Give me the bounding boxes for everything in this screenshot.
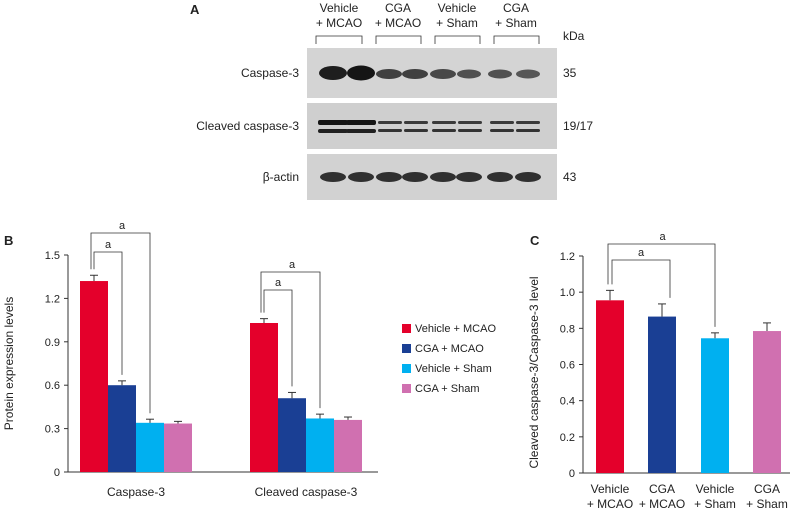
chart-c-bar	[596, 300, 624, 473]
kda-unit: kDa	[563, 29, 585, 43]
bracket-4	[493, 35, 540, 44]
chart-b-significance-label: a	[119, 220, 126, 232]
legend-label: Vehicle + Sham	[415, 363, 492, 375]
blot-group-3-line1: Vehicle	[438, 1, 477, 15]
chart-b-y-tick-label: 1.2	[45, 293, 60, 305]
chart-b-significance-label: a	[275, 277, 282, 289]
chart-b-bar	[250, 322, 278, 472]
legend-swatch	[402, 384, 411, 393]
chart-b-y-tick-label: 0	[54, 467, 60, 479]
chart-c-y-tick-label: 1.0	[560, 287, 575, 299]
chart-c-significance-bracket	[607, 243, 716, 327]
chart-b-y-tick-label: 1.5	[45, 250, 60, 262]
legend-label: CGA + MCAO	[415, 343, 484, 355]
chart-c-x-tick-label: Vehicle	[591, 482, 630, 496]
blot-group-2-line2: + MCAO	[375, 16, 421, 30]
chart-c-x-tick-label: Vehicle	[696, 482, 735, 496]
chart-c-y-tick-label: 0.2	[560, 432, 575, 444]
blot-kda-beta-actin: 43	[563, 170, 577, 184]
blot-group-4-line1: CGA	[503, 1, 529, 15]
blot-group-headers: Vehicle + MCAO CGA + MCAO Vehicle + Sham…	[316, 1, 537, 30]
blot-strip-beta-actin	[307, 154, 557, 200]
bracket-2	[375, 35, 422, 44]
chart-b-significance-bracket	[93, 251, 123, 375]
blot-strip-caspase-3	[307, 48, 557, 98]
chart-c-bar	[701, 338, 729, 473]
blot-row-label-cleaved-caspase-3: Cleaved caspase-3	[196, 119, 299, 133]
chart-c-x-tick-label: + Sham	[694, 497, 736, 511]
chart-c-y-tick-label: 0.6	[560, 360, 575, 372]
blot-group-4-line2: + Sham	[495, 16, 537, 30]
chart-b-legend: Vehicle + MCAO CGA + MCAO Vehicle + Sham CG…	[402, 323, 496, 395]
chart-c-y-axis-label: Cleaved caspase-3/Caspase-3 level	[527, 276, 541, 468]
bracket-1	[315, 35, 363, 44]
chart-b-y-axis-label: Protein expression levels	[2, 297, 16, 430]
blot-group-3-line2: + Sham	[436, 16, 478, 30]
blot-row-label-beta-actin: β-actin	[263, 170, 299, 184]
chart-c-bar	[753, 331, 781, 473]
chart-b-y-tick-label: 0.9	[45, 337, 60, 349]
blot-group-1-line1: Vehicle	[320, 1, 359, 15]
legend-swatch	[402, 344, 411, 353]
chart-b-significance-bracket	[263, 289, 293, 387]
chart-c-x-tick-label: + MCAO	[587, 497, 633, 511]
chart-b-x-tick-label: Caspase-3	[107, 485, 165, 499]
chart-c: 0 0.2 0.4 0.6 0.8 1.0 1.2 Cleaved caspase-3/Cas…	[527, 231, 790, 511]
chart-b-bar	[80, 281, 108, 472]
chart-b-y-tick-label: 0.6	[45, 380, 60, 392]
chart-b-y-tick-label: 0.3	[45, 424, 60, 436]
chart-c-x-tick-label: CGA	[754, 482, 780, 496]
blot-kda-cleaved-caspase-3: 19/17	[563, 119, 593, 133]
blot-group-2-line1: CGA	[385, 1, 411, 15]
chart-c-significance-label: a	[638, 247, 645, 259]
chart-b-bar	[136, 422, 164, 472]
panel-c-label: C	[530, 233, 540, 248]
blot-row-label-caspase-3: Caspase-3	[241, 66, 299, 80]
chart-c-x-tick-label: CGA	[649, 482, 675, 496]
legend-swatch	[402, 324, 411, 333]
chart-b-bar	[108, 385, 136, 472]
blot-group-brackets	[315, 35, 540, 44]
chart-c-significance-bracket	[611, 259, 671, 298]
blot-kda-caspase-3: 35	[563, 66, 577, 80]
legend-label: Vehicle + MCAO	[415, 323, 496, 335]
chart-b: 0 0.3 0.6 0.9 1.2 1.5 Protein expression level…	[2, 220, 378, 499]
bracket-3	[434, 35, 481, 44]
chart-c-y-tick-label: 1.2	[560, 251, 575, 263]
chart-b-bar	[306, 418, 334, 472]
chart-b-significance-label: a	[289, 259, 296, 271]
chart-b-bar	[334, 419, 362, 472]
legend-label: CGA + Sham	[415, 383, 480, 395]
panel-b-label: B	[4, 233, 13, 248]
chart-c-y-tick-label: 0	[569, 468, 575, 480]
chart-c-x-tick-label: + MCAO	[639, 497, 685, 511]
chart-b-significance-bracket	[90, 232, 151, 414]
chart-c-x-tick-label: + Sham	[746, 497, 788, 511]
chart-b-significance-bracket	[260, 271, 321, 409]
chart-b-x-tick-label: Cleaved caspase-3	[255, 485, 358, 499]
legend-swatch	[402, 364, 411, 373]
panel-a-label: A	[190, 2, 200, 17]
chart-c-y-tick-label: 0.8	[560, 323, 575, 335]
blot-group-1-line2: + MCAO	[316, 16, 362, 30]
blot-strip-cleaved-caspase-3	[307, 103, 557, 149]
chart-b-bar	[278, 398, 306, 472]
chart-c-significance-label: a	[659, 231, 666, 243]
chart-c-y-tick-label: 0.4	[560, 396, 575, 408]
chart-b-bar	[164, 423, 192, 472]
chart-c-bar	[648, 316, 676, 473]
chart-b-significance-label: a	[105, 239, 112, 251]
